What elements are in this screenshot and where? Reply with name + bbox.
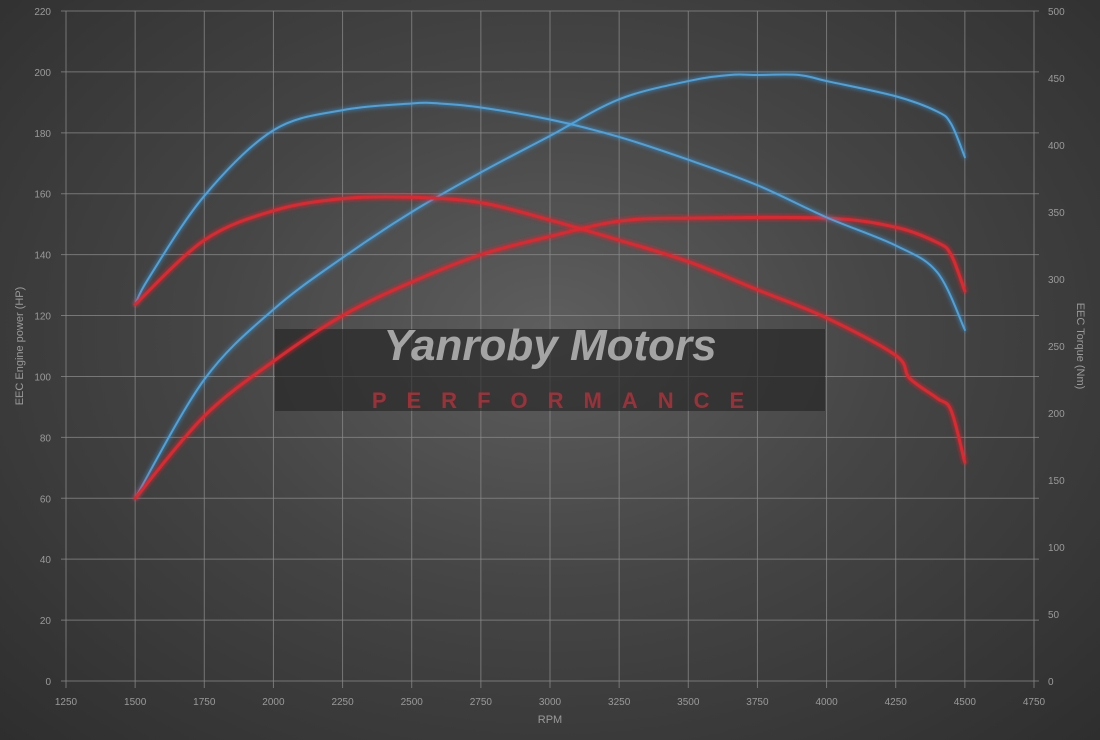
y2-tick-label: 450 [1048,74,1065,85]
x-tick-label: 4750 [1023,697,1046,708]
y-tick-label: 200 [34,68,51,79]
y-tick-label: 60 [40,494,52,505]
y2-tick-label: 100 [1048,543,1065,554]
y-tick-label: 0 [45,677,51,688]
x-axis-label: RPM [538,714,562,726]
watermark-background [275,329,825,411]
y-tick-label: 100 [34,372,51,383]
watermark-subtitle: PERFORMANCE [372,388,764,413]
x-tick-label: 4500 [954,697,977,708]
y2-tick-label: 150 [1048,476,1065,487]
series-lines [133,73,967,500]
tick-labels: 1250 1500 1750 2000 2250 2500 2750 3000 3250 3500… [34,7,1065,708]
x-tick-label: 2750 [470,697,493,708]
torque-line-3 [133,195,967,465]
y-axis-label: EEC Engine power (HP) [14,287,26,406]
x-tick-label: 1750 [193,697,216,708]
x-tick-label: 3000 [539,697,562,708]
watermark-title: Yanroby Motors [383,321,716,370]
y-tick-label: 160 [34,190,51,201]
grid [61,10,1039,688]
y2-tick-label: 500 [1048,7,1065,18]
y2-tick-label: 50 [1048,610,1060,621]
x-tick-label: 2500 [401,697,424,708]
y2-tick-label: 250 [1048,342,1065,353]
y2-axis-label: EEC Torque (Nm) [1074,303,1086,390]
power-line-1 [133,215,967,500]
y2-tick-label: 200 [1048,409,1065,420]
x-tick-label: 1250 [55,697,78,708]
x-tick-label: 1500 [124,697,147,708]
y2-tick-label: 350 [1048,208,1065,219]
y-tick-label: 80 [40,433,52,444]
y-tick-label: 180 [34,129,51,140]
y-tick-label: 20 [40,616,52,627]
y-tick-label: 120 [34,312,51,323]
y-tick-label: 140 [34,251,51,262]
x-tick-label: 3250 [608,697,631,708]
x-tick-label: 3750 [746,697,769,708]
x-tick-label: 2000 [262,697,285,708]
torque-line-2 [134,101,966,331]
x-tick-label: 2250 [331,697,354,708]
y-tick-label: 40 [40,555,52,566]
y2-tick-label: 0 [1048,677,1054,688]
watermark: Yanroby Motors PERFORMANCE [275,321,825,413]
x-tick-label: 4000 [815,697,838,708]
x-tick-label: 4250 [885,697,908,708]
y-tick-label: 220 [34,7,51,18]
y2-tick-label: 400 [1048,141,1065,152]
power-line-0 [134,73,966,500]
y2-tick-label: 300 [1048,275,1065,286]
x-tick-label: 3500 [677,697,700,708]
